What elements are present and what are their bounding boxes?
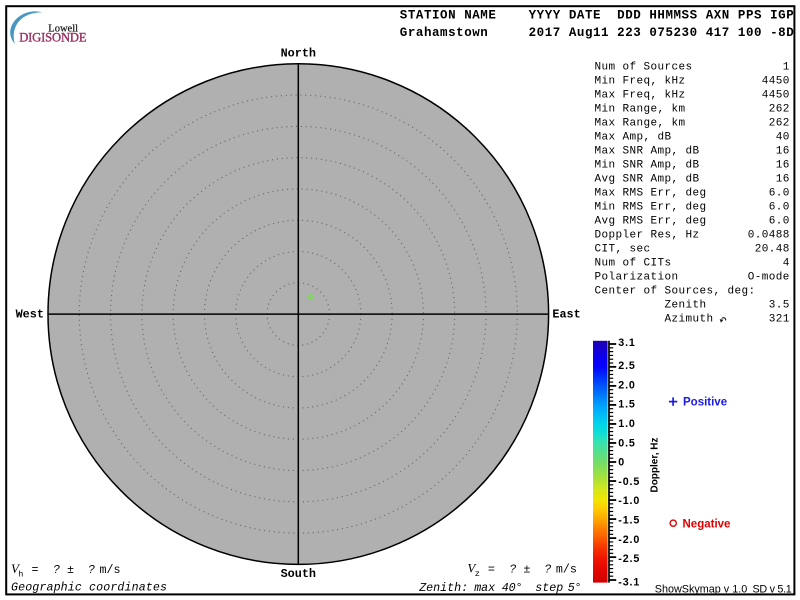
svg-text:Max Freq, kHz: Max Freq, kHz — [595, 89, 686, 101]
svg-text:262: 262 — [769, 117, 790, 129]
svg-text:Lowell: Lowell — [48, 23, 78, 34]
svg-text:?: ? — [544, 562, 551, 576]
svg-text:DDD: DDD — [617, 9, 641, 23]
svg-text:5°: 5° — [568, 581, 582, 595]
svg-text:Max Range, km: Max Range, km — [595, 117, 686, 129]
svg-text:Azimuth: Azimuth — [665, 313, 714, 325]
svg-text:-1.5: -1.5 — [618, 515, 640, 527]
svg-text:PPS: PPS — [738, 9, 762, 23]
svg-text:2.5: 2.5 — [618, 360, 635, 372]
svg-text:HHMMSS: HHMMSS — [649, 9, 697, 23]
svg-text:Grahamstown: Grahamstown — [400, 26, 489, 40]
svg-text:6.0: 6.0 — [769, 187, 790, 199]
svg-text:ShowSkymap v 1.0: ShowSkymap v 1.0 — [655, 584, 747, 596]
svg-text:?: ? — [509, 562, 516, 576]
svg-text:AXN: AXN — [706, 9, 730, 23]
svg-text:CIT, sec: CIT, sec — [595, 243, 651, 255]
svg-text:100: 100 — [738, 26, 762, 40]
svg-text:1.0: 1.0 — [618, 418, 635, 430]
svg-text:Polarization: Polarization — [595, 271, 679, 283]
svg-text:Max SNR Amp, dB: Max SNR Amp, dB — [595, 145, 700, 157]
svg-text:16: 16 — [776, 173, 790, 185]
svg-text:h: h — [18, 570, 23, 580]
svg-text:0.5: 0.5 — [618, 437, 635, 449]
svg-text:1.5: 1.5 — [618, 399, 635, 411]
svg-text:Zenith: Zenith — [665, 299, 707, 311]
svg-text:m/s: m/s — [556, 562, 577, 576]
svg-text:?: ? — [53, 563, 60, 577]
svg-text:Min SNR Amp, dB: Min SNR Amp, dB — [595, 159, 700, 171]
svg-text:SD v 5.1: SD v 5.1 — [752, 584, 791, 596]
svg-text:Negative: Negative — [683, 518, 731, 530]
svg-text:±: ± — [523, 562, 530, 576]
svg-text:Min RMS Err, deg: Min RMS Err, deg — [595, 201, 707, 213]
svg-text:z: z — [475, 569, 480, 579]
svg-text:223: 223 — [617, 26, 641, 40]
svg-text:Avg RMS Err, deg: Avg RMS Err, deg — [595, 215, 707, 227]
svg-text:Positive: Positive — [683, 397, 727, 409]
svg-text:2017: 2017 — [529, 26, 561, 40]
svg-text:YYYY: YYYY — [529, 9, 561, 23]
svg-text:South: South — [281, 567, 316, 581]
svg-text:3.5: 3.5 — [769, 299, 790, 311]
svg-text:Min Freq, kHz: Min Freq, kHz — [595, 75, 686, 87]
svg-text:321: 321 — [769, 313, 790, 325]
svg-text:Num of CITs: Num of CITs — [595, 257, 672, 269]
svg-text:Max RMS Err, deg: Max RMS Err, deg — [595, 187, 707, 199]
svg-text:-3.1: -3.1 — [618, 576, 640, 588]
svg-text:=: = — [32, 563, 39, 577]
svg-text:Center of Sources, deg:: Center of Sources, deg: — [595, 285, 756, 297]
svg-text:16: 16 — [776, 145, 790, 157]
svg-text:4: 4 — [783, 257, 790, 269]
svg-text:Zenith:: Zenith: — [418, 581, 468, 595]
svg-text:?: ? — [88, 563, 95, 577]
svg-text:West: West — [16, 308, 44, 322]
svg-text:-2.5: -2.5 — [618, 553, 640, 565]
svg-text:Aug11: Aug11 — [569, 26, 609, 40]
svg-text:O-mode: O-mode — [748, 271, 790, 283]
svg-text:Max Amp, dB: Max Amp, dB — [595, 131, 672, 143]
svg-text:-2.0: -2.0 — [618, 534, 640, 546]
svg-text:V: V — [11, 561, 21, 576]
svg-text:6.0: 6.0 — [769, 215, 790, 227]
svg-text:40: 40 — [776, 131, 790, 143]
svg-text:20.48: 20.48 — [755, 243, 790, 255]
svg-text:±: ± — [67, 563, 74, 577]
svg-text:step: step — [535, 581, 563, 595]
svg-text:North: North — [281, 46, 316, 60]
svg-text:-1.0: -1.0 — [618, 495, 640, 507]
svg-text:Num of Sources: Num of Sources — [595, 61, 693, 73]
svg-text:DIGISONDE: DIGISONDE — [19, 31, 87, 45]
svg-text:Geographic coordinates: Geographic coordinates — [11, 580, 167, 594]
svg-text:-0.5: -0.5 — [618, 476, 640, 488]
svg-text:16: 16 — [776, 159, 790, 171]
svg-text:=: = — [488, 562, 495, 576]
svg-text:STATION NAME: STATION NAME — [400, 9, 497, 23]
svg-text:DATE: DATE — [569, 9, 601, 23]
svg-text:262: 262 — [769, 103, 790, 115]
svg-text:6.0: 6.0 — [769, 201, 790, 213]
svg-text:3.1: 3.1 — [618, 337, 635, 349]
svg-text:417: 417 — [706, 26, 730, 40]
svg-text:0.0488: 0.0488 — [748, 229, 790, 241]
svg-text:075230: 075230 — [649, 26, 697, 40]
svg-text:Avg SNR Amp, dB: Avg SNR Amp, dB — [595, 173, 700, 185]
svg-text:Doppler, Hz: Doppler, Hz — [649, 437, 660, 492]
svg-text:max: max — [474, 581, 495, 595]
svg-text:4450: 4450 — [762, 75, 790, 87]
svg-text:0: 0 — [618, 457, 625, 469]
svg-text:IGP: IGP — [770, 9, 794, 23]
svg-text:40°: 40° — [502, 581, 523, 595]
svg-text:Doppler Res, Hz: Doppler Res, Hz — [595, 229, 700, 241]
svg-text:-8D: -8D — [770, 26, 794, 40]
svg-text:V: V — [467, 560, 477, 575]
svg-text:4450: 4450 — [762, 89, 790, 101]
svg-text:1: 1 — [783, 61, 790, 73]
svg-text:Min Range, km: Min Range, km — [595, 103, 686, 115]
svg-text:m/s: m/s — [100, 563, 121, 577]
svg-text:East: East — [552, 308, 580, 322]
svg-text:2.0: 2.0 — [618, 379, 635, 391]
